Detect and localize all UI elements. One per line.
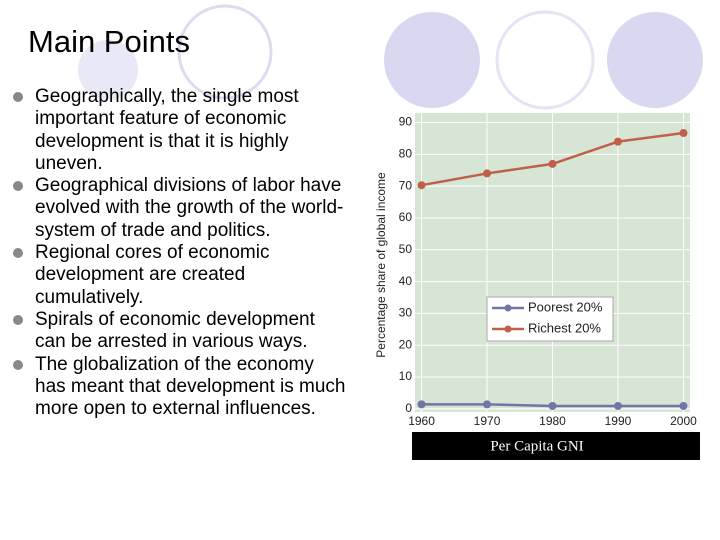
legend-box (486, 296, 614, 342)
caption: Per Capita GNI (490, 438, 583, 454)
data-point (679, 401, 688, 410)
x-tick-label: 2000 (670, 414, 697, 428)
deco-circle (384, 12, 480, 108)
y-tick-label: 70 (399, 178, 413, 192)
y-tick-label: 0 (405, 401, 412, 415)
slide-title: Main Points (28, 24, 190, 59)
data-point (548, 159, 557, 168)
y-tick-label: 10 (399, 369, 413, 383)
x-tick-label: 1970 (474, 414, 501, 428)
x-tick-label: 1960 (408, 414, 435, 428)
bullet: Spirals of economic development can be a… (12, 309, 347, 354)
legend-marker (504, 325, 512, 333)
bullet-list: Geographically, the single most importan… (12, 86, 347, 420)
deco-circle (177, 4, 273, 100)
data-point (483, 400, 492, 409)
deco-circle (78, 40, 138, 100)
bullet: Regional cores of economic development a… (12, 242, 347, 309)
y-axis-label: Percentage share of global income (374, 172, 388, 358)
y-tick-label: 20 (399, 337, 413, 351)
data-point (417, 181, 426, 190)
data-point (613, 137, 622, 146)
data-point (483, 169, 492, 178)
bullet: The globalization of the economy has mea… (12, 354, 347, 421)
data-point (417, 400, 426, 409)
y-tick-label: 50 (399, 242, 413, 256)
legend-label: Poorest 20% (528, 299, 603, 314)
y-tick-label: 60 (399, 210, 413, 224)
y-tick-label: 30 (399, 306, 413, 320)
deco-circle (607, 12, 703, 108)
legend-marker (504, 304, 512, 312)
legend-label: Richest 20% (528, 320, 601, 335)
bullet: Geographically, the single most importan… (12, 86, 347, 175)
y-tick-label: 80 (399, 147, 413, 161)
data-point (679, 129, 688, 138)
deco-circle (495, 10, 595, 110)
caption-bar (412, 432, 700, 460)
data-point (613, 401, 622, 410)
x-tick-label: 1990 (605, 414, 632, 428)
x-tick-label: 1980 (539, 414, 566, 428)
bullet: Geographical divisions of labor have evo… (12, 175, 347, 242)
y-tick-label: 40 (399, 274, 413, 288)
data-point (548, 401, 557, 410)
y-tick-label: 90 (399, 115, 413, 129)
